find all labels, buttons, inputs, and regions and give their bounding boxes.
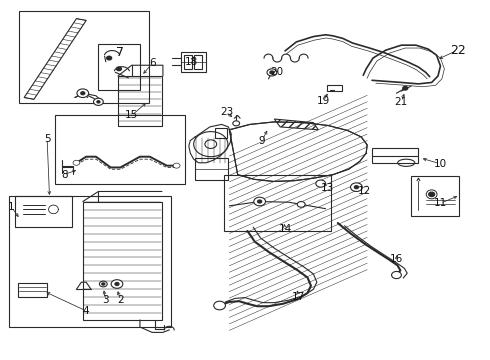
- Circle shape: [77, 89, 89, 98]
- Circle shape: [403, 86, 408, 90]
- Text: 7: 7: [117, 46, 124, 59]
- Bar: [195, 158, 228, 180]
- Circle shape: [102, 283, 105, 285]
- Circle shape: [267, 69, 277, 76]
- Circle shape: [107, 56, 112, 60]
- Text: 14: 14: [278, 224, 292, 234]
- Bar: [18, 283, 47, 297]
- Bar: [215, 128, 227, 138]
- Bar: [184, 55, 192, 69]
- Text: 15: 15: [125, 111, 138, 121]
- Bar: [180, 51, 206, 72]
- Circle shape: [270, 71, 274, 74]
- Text: 3: 3: [102, 295, 109, 305]
- Circle shape: [73, 160, 80, 165]
- Bar: [55, 116, 185, 184]
- Text: 4: 4: [83, 306, 90, 316]
- Circle shape: [99, 281, 107, 287]
- Circle shape: [111, 280, 123, 288]
- Bar: [15, 196, 72, 226]
- Text: 8: 8: [61, 170, 68, 180]
- Bar: [411, 176, 459, 216]
- Text: 23: 23: [220, 107, 233, 117]
- Circle shape: [115, 283, 119, 285]
- Text: 2: 2: [117, 295, 123, 305]
- Circle shape: [254, 197, 266, 206]
- Circle shape: [258, 200, 262, 203]
- Bar: [19, 12, 149, 103]
- Circle shape: [297, 202, 305, 207]
- Text: 21: 21: [395, 97, 408, 107]
- Bar: [372, 148, 418, 163]
- Bar: [98, 44, 140, 90]
- Text: 9: 9: [259, 136, 266, 145]
- Text: 18: 18: [185, 57, 198, 67]
- Circle shape: [81, 92, 85, 95]
- Text: 16: 16: [390, 254, 403, 264]
- Bar: [224, 175, 331, 231]
- Text: 12: 12: [358, 186, 371, 196]
- Text: 6: 6: [149, 58, 155, 68]
- Circle shape: [354, 186, 358, 189]
- Circle shape: [214, 301, 225, 310]
- Circle shape: [117, 67, 122, 71]
- Text: 1: 1: [8, 202, 15, 212]
- Circle shape: [316, 180, 326, 187]
- Circle shape: [350, 183, 362, 192]
- Text: 20: 20: [270, 67, 283, 77]
- Text: 11: 11: [434, 198, 447, 208]
- Text: 19: 19: [317, 96, 330, 106]
- Circle shape: [97, 101, 100, 103]
- Bar: [9, 196, 171, 327]
- Circle shape: [173, 163, 180, 168]
- Text: 22: 22: [450, 44, 465, 57]
- Bar: [327, 85, 342, 91]
- Circle shape: [429, 192, 435, 197]
- Circle shape: [392, 271, 401, 279]
- Text: 13: 13: [320, 183, 334, 193]
- Bar: [194, 55, 202, 69]
- Text: 5: 5: [44, 134, 50, 144]
- Circle shape: [94, 98, 103, 105]
- Text: 17: 17: [292, 292, 305, 302]
- Text: 10: 10: [434, 159, 447, 169]
- Circle shape: [233, 121, 240, 126]
